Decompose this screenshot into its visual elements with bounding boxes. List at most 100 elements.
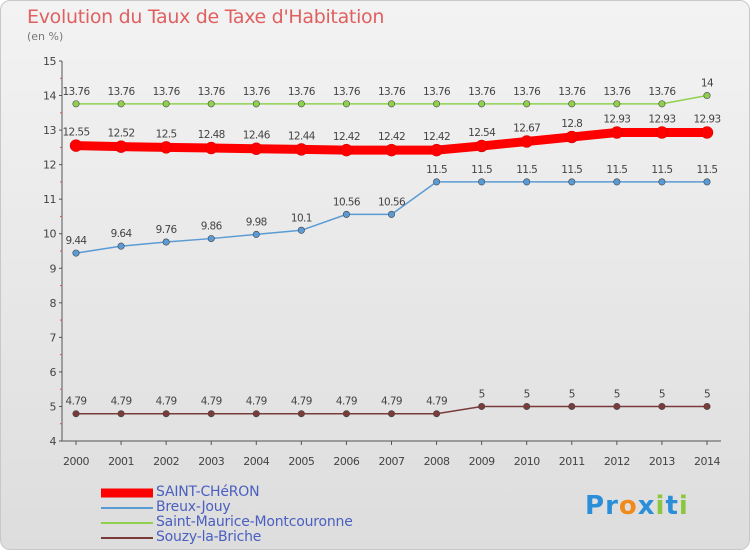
legend-label: Saint-Maurice-Montcouronne — [156, 514, 353, 530]
data-label: 12.44 — [288, 130, 316, 142]
data-point — [72, 249, 80, 257]
y-tick-label: 9 — [50, 262, 57, 275]
data-point — [295, 143, 308, 156]
series-saint-ch-ron: 12.55 12.52 12.5 12.48 12.46 12.44 12.42 12.42 1… — [62, 114, 721, 157]
data-label: 13.76 — [198, 86, 226, 98]
data-point — [658, 402, 666, 410]
data-point — [613, 402, 621, 410]
data-point — [568, 100, 576, 108]
data-label: 13.76 — [153, 86, 181, 98]
x-tick-label: 2002 — [153, 455, 179, 468]
data-label: 12.5 — [156, 128, 177, 140]
x-tick-label: 2007 — [379, 455, 405, 468]
data-label: 11.5 — [516, 164, 537, 176]
data-point — [162, 238, 170, 246]
data-point — [700, 126, 714, 139]
data-point — [523, 178, 531, 186]
data-point — [568, 402, 576, 410]
x-tick-label: 2003 — [198, 455, 224, 468]
data-point — [252, 230, 260, 238]
x-tick-label: 2000 — [63, 455, 89, 468]
series-breux-jouy: 9.44 9.64 9.76 9.86 9.98 10.1 10.56 10.56 11.5 11… — [66, 164, 718, 257]
y-tick-label: 13 — [43, 124, 56, 137]
data-point — [159, 141, 173, 154]
logo-letter: x — [637, 491, 656, 521]
data-point — [658, 100, 666, 108]
data-label: 5 — [524, 388, 530, 400]
y-tick-label: 14 — [43, 90, 56, 103]
data-label: 13.76 — [558, 86, 586, 98]
x-tick-label: 2008 — [424, 455, 450, 468]
data-point — [207, 100, 215, 108]
data-point — [703, 402, 711, 410]
data-label: 12.48 — [198, 129, 225, 141]
chart-title: Evolution du Taux de Taxe d'Habitation — [27, 6, 385, 28]
data-label: 14 — [701, 78, 714, 90]
data-point — [162, 100, 170, 108]
data-label: 11.5 — [561, 164, 582, 176]
data-point — [69, 139, 83, 152]
data-label: 11.5 — [426, 164, 447, 176]
data-point — [387, 100, 395, 108]
data-label: 4.79 — [426, 396, 447, 408]
data-point — [385, 143, 398, 157]
data-label: 13.76 — [108, 86, 136, 98]
data-label: 4.79 — [291, 396, 312, 408]
data-point — [387, 210, 395, 218]
logo-letter: P — [585, 491, 606, 521]
data-label: 12.67 — [513, 122, 540, 134]
data-label: 4.79 — [381, 396, 402, 408]
data-point — [433, 178, 441, 186]
data-point — [117, 100, 125, 108]
data-label: 10.56 — [378, 196, 406, 208]
data-point — [478, 402, 486, 410]
data-label: 5 — [614, 388, 620, 400]
data-point — [655, 126, 669, 139]
data-point — [250, 142, 263, 155]
data-point — [114, 140, 128, 153]
legend-swatch — [101, 488, 153, 497]
data-label: 9.98 — [246, 216, 267, 228]
data-point — [568, 178, 576, 186]
data-label: 13.76 — [603, 86, 631, 98]
legend-swatch — [101, 521, 153, 524]
x-tick-label: 2011 — [559, 455, 585, 468]
data-point — [252, 410, 260, 418]
data-label: 12.42 — [333, 131, 360, 143]
data-label: 12.42 — [378, 131, 405, 143]
data-point — [117, 410, 125, 418]
data-label: 4.79 — [66, 396, 87, 408]
y-tick-label: 12 — [43, 159, 56, 172]
legend-swatch — [101, 536, 153, 539]
data-label: 5 — [704, 388, 710, 400]
data-label: 13.76 — [513, 86, 541, 98]
data-label: 13.76 — [62, 86, 90, 98]
data-point — [703, 178, 711, 186]
data-point — [613, 100, 621, 108]
legend-swatch — [101, 506, 153, 509]
data-point — [610, 126, 624, 139]
data-label: 11.5 — [606, 164, 627, 176]
data-point — [387, 410, 395, 418]
logo-letter: o — [618, 491, 638, 521]
x-tick-label: 2005 — [288, 455, 314, 468]
x-tick-label: 2014 — [694, 455, 720, 468]
data-label: 5 — [479, 388, 485, 400]
y-tick-label: 10 — [43, 228, 56, 241]
data-point — [703, 92, 711, 100]
data-label: 9.76 — [156, 224, 178, 236]
data-point — [342, 410, 350, 418]
data-label: 12.93 — [648, 114, 675, 126]
data-point — [475, 139, 488, 153]
legend-label: Breux-Jouy — [156, 499, 231, 515]
data-label: 11.5 — [651, 164, 672, 176]
proxiti-logo: Proxiti — [585, 491, 689, 521]
chart-unit: (en %) — [27, 30, 64, 43]
y-tick-label: 4 — [50, 435, 57, 448]
x-tick-label: 2001 — [108, 455, 134, 468]
x-tick-label: 2009 — [469, 455, 495, 468]
data-label: 12.54 — [468, 127, 496, 139]
data-label: 12.93 — [693, 114, 720, 126]
